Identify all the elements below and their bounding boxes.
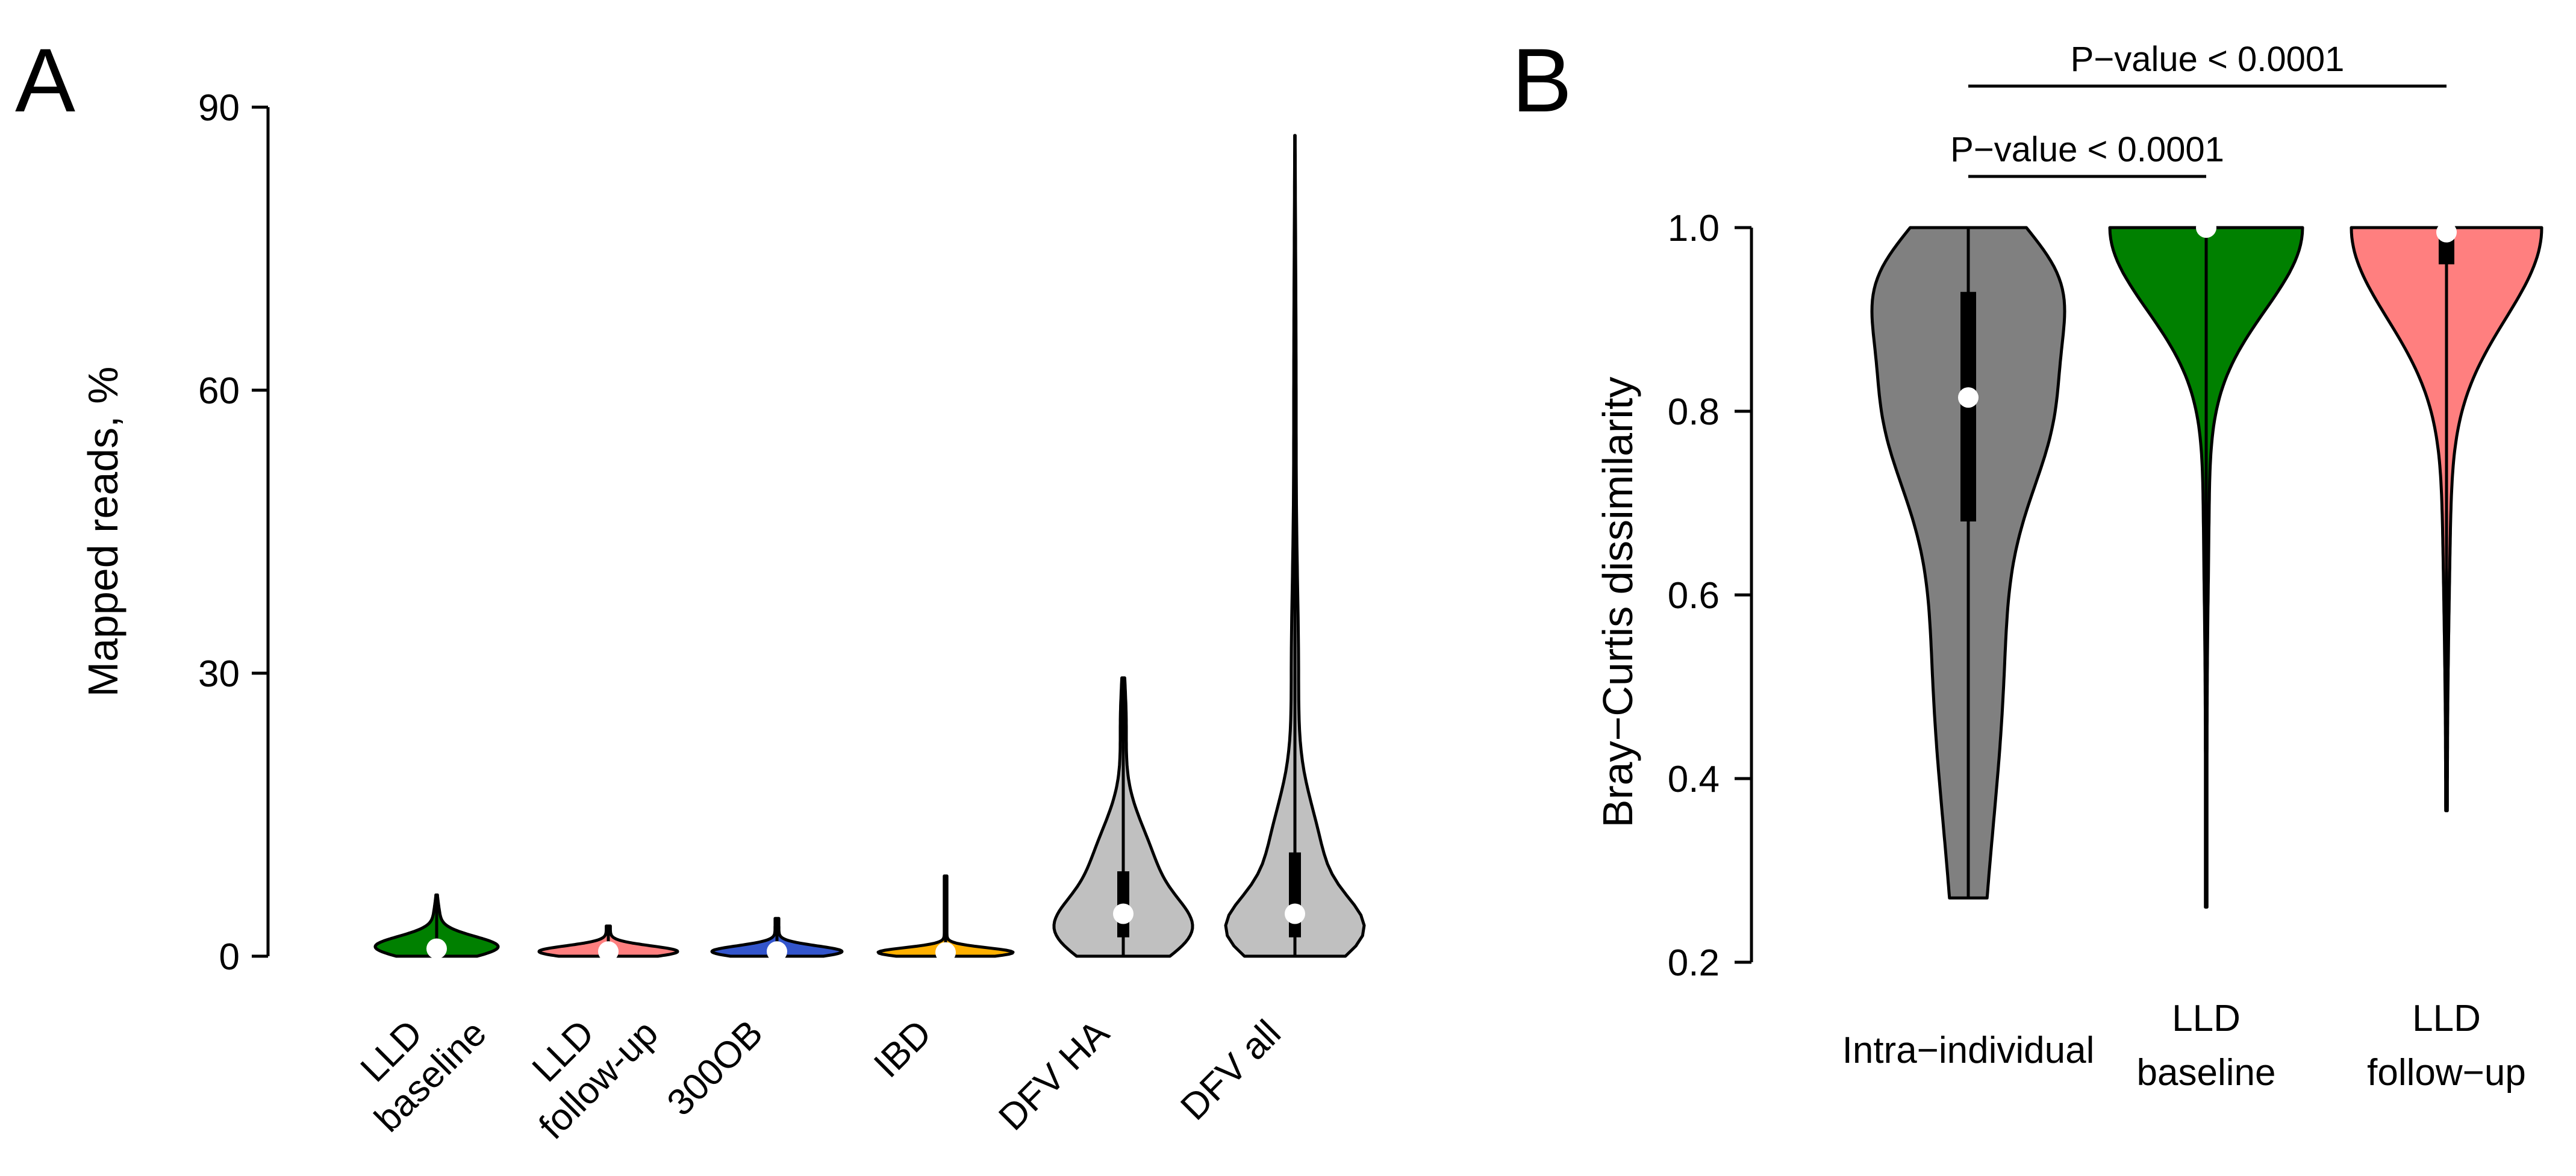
panel-b-y-ticks: 0.2 0.4 0.6 0.8 1.0: [1668, 208, 1751, 984]
panel-b: B 0.2 0.4 0.6 0.8 1.0 Bray−Curtis dissimilar…: [1512, 30, 2543, 1094]
panel-b-violin: [2350, 222, 2543, 812]
panel-b-violin: [1870, 226, 2066, 900]
panel-a-violin: [373, 893, 500, 959]
panel-a-median-dot: [1285, 903, 1305, 924]
panel-b-category-line1: Intra−individual: [1842, 1030, 2095, 1071]
panel-a-median-dot: [598, 941, 619, 962]
panel-b-category-line1: LLD: [2412, 998, 2481, 1039]
panel-a-category-label: IBD: [866, 1012, 940, 1086]
panel-b-median-dot: [2436, 222, 2457, 243]
panel-a-y-ticks: 0 30 60 90: [198, 87, 268, 978]
panel-a-category-line1: 300OB: [660, 1012, 771, 1124]
panel-a-y-tick-label: 30: [198, 653, 240, 695]
panel-b-significance-label: P−value < 0.0001: [1950, 130, 2224, 169]
panel-b-y-tick-label: 0.6: [1668, 575, 1720, 617]
panel-a-y-tick-label: 60: [198, 370, 240, 412]
panel-b-category-line2: baseline: [2137, 1052, 2276, 1094]
panel-b-letter: B: [1512, 30, 1572, 131]
panel-a-category-label: LLDbaseline: [335, 980, 494, 1140]
panel-b-y-axis-title: Bray−Curtis dissimilarity: [1594, 377, 1641, 828]
panel-a-category-line1: DFV HA: [991, 1012, 1117, 1139]
panel-b-category-line2: follow−up: [2367, 1052, 2526, 1094]
panel-b-y-tick-label: 0.2: [1668, 942, 1720, 984]
panel-a-violin: [1224, 134, 1366, 958]
panel-a-median-dot: [935, 942, 956, 963]
panel-b-category-label: LLD follow−up: [2367, 998, 2526, 1094]
panel-a: A 0 30 60 90 Mapped reads, % LLDbaseline LLD…: [15, 30, 1366, 1148]
panel-b-significance-label: P−value < 0.0001: [2071, 40, 2345, 79]
panel-b-y-tick-label: 0.8: [1668, 391, 1720, 433]
panel-a-y-tick-label: 0: [219, 936, 240, 978]
panel-a-category-label: 300OB: [660, 1012, 771, 1124]
panel-b-significance: P−value < 0.0001 P−value < 0.0001: [1950, 40, 2447, 178]
panel-a-category-line1: IBD: [866, 1012, 940, 1086]
panel-a-violin: [537, 924, 679, 962]
panel-a-violins: [373, 134, 1366, 963]
panel-a-category-label: DFV HA: [991, 1012, 1117, 1139]
panel-a-category-label: DFV all: [1173, 1012, 1289, 1128]
panel-b-y-tick-label: 0.4: [1668, 759, 1720, 800]
panel-a-y-tick-label: 90: [198, 87, 240, 129]
panel-a-letter: A: [15, 30, 75, 131]
panel-b-violin: [2108, 217, 2304, 909]
panel-b-violins: [1870, 217, 2543, 909]
panel-a-violin: [1052, 676, 1194, 958]
panel-b-median-dot: [2196, 217, 2216, 238]
panel-a-category-line1: DFV all: [1173, 1012, 1289, 1128]
panel-b-y-tick-label: 1.0: [1668, 208, 1720, 249]
panel-b-category-line1: LLD: [2172, 998, 2241, 1039]
panel-a-violin: [710, 916, 844, 962]
panel-b-category-labels: Intra−individual LLD baseline LLD follow−up: [1842, 998, 2526, 1094]
panel-a-median-dot: [767, 941, 787, 962]
panel-a-violin: [876, 874, 1015, 963]
panel-a-category-label: LLDfollow-up: [499, 980, 666, 1147]
panel-b-category-label: Intra−individual: [1842, 1030, 2095, 1071]
panel-b-category-label: LLD baseline: [2137, 998, 2276, 1094]
panel-a-median-dot: [426, 938, 447, 959]
panel-a-median-dot: [1113, 903, 1134, 924]
panel-b-median-dot: [1958, 387, 1979, 408]
panel-a-y-axis-title: Mapped reads, %: [80, 367, 126, 697]
